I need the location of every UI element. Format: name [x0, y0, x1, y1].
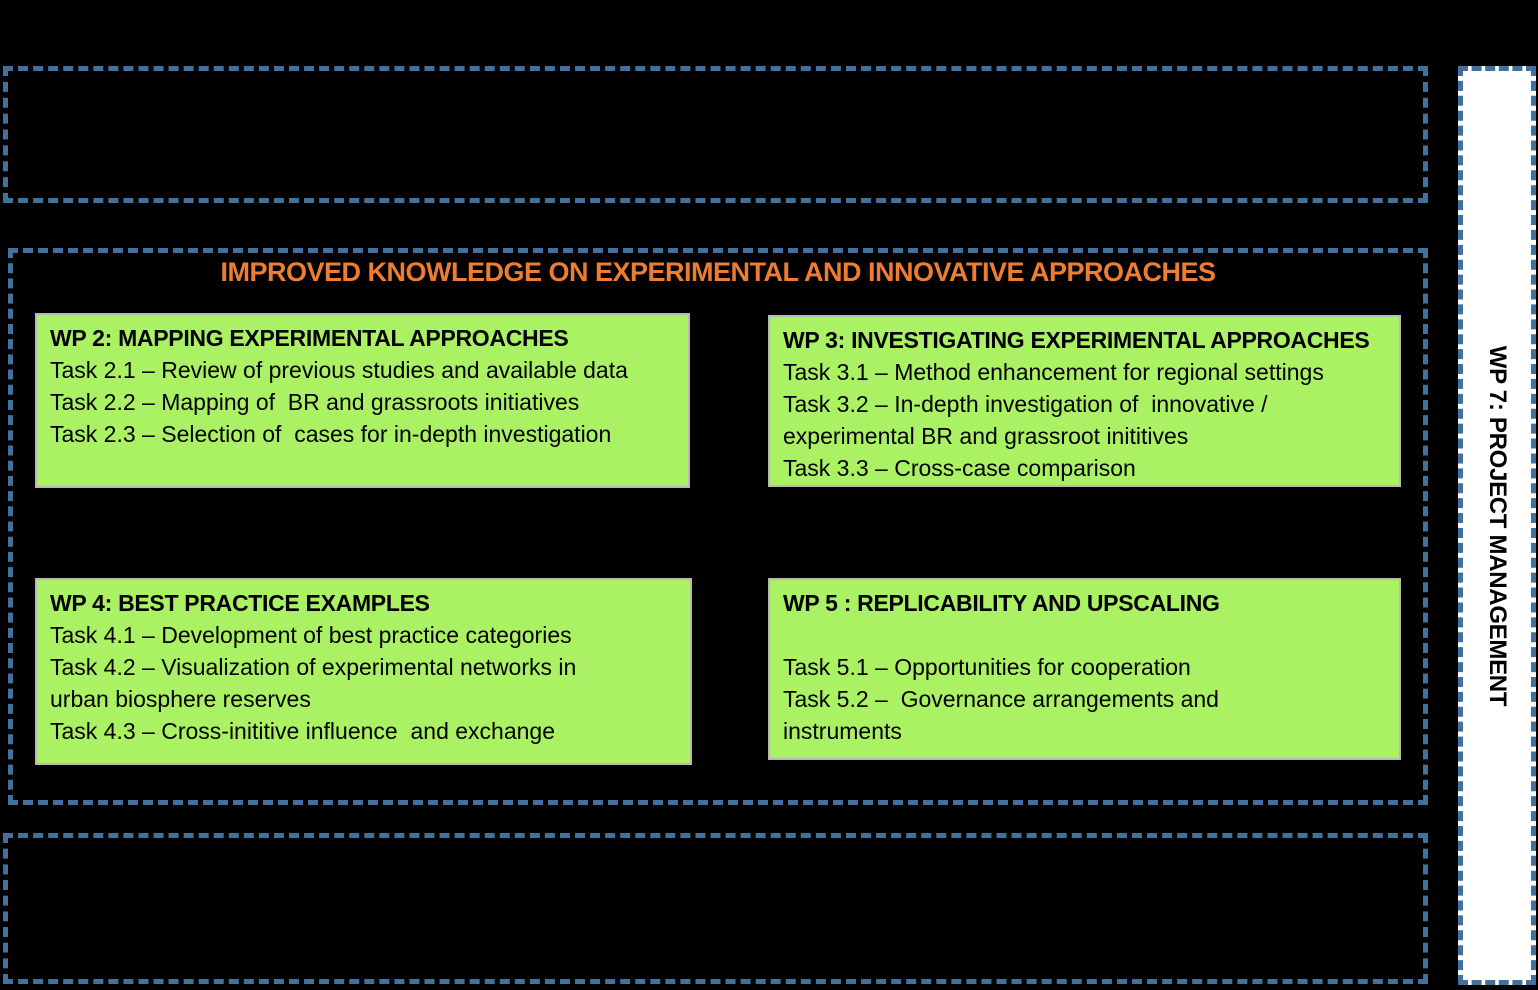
top-band-box: [3, 66, 1428, 203]
section-title: IMPROVED KNOWLEDGE ON EXPERIMENTAL AND I…: [220, 257, 1216, 287]
wp3-task-2: Task 3.2 – In-depth investigation of inn…: [783, 391, 1268, 449]
wp5-task-2: Task 5.2 – Governance arrangements and i…: [783, 686, 1219, 744]
wp4-task-3: Task 4.3 – Cross-inititive influence and…: [50, 718, 556, 744]
wp3-title: WP 3: INVESTIGATING EXPERIMENTAL APPROAC…: [783, 327, 1370, 353]
wp7-sidebar-label: WP 7: PROJECT MANAGEMENT: [1484, 345, 1511, 706]
wp2-task-2: Task 2.2 – Mapping of BR and grassroots …: [50, 389, 580, 415]
wp2-box: WP 2: MAPPING EXPERIMENTAL APPROACHES Ta…: [35, 313, 690, 488]
wp5-title: WP 5 : REPLICABILITY AND UPSCALING: [783, 590, 1220, 616]
wp4-task-1: Task 4.1 – Development of best practice …: [50, 622, 572, 648]
wp2-task-1: Task 2.1 – Review of previous studies an…: [50, 357, 628, 383]
wp4-task-2: Task 4.2 – Visualization of experimental…: [50, 654, 577, 712]
wp5-spacer: [783, 619, 1387, 651]
wp7-sidebar: WP 7: PROJECT MANAGEMENT: [1458, 66, 1536, 985]
wp5-task-1: Task 5.1 – Opportunities for cooperation: [783, 654, 1191, 680]
wp3-box: WP 3: INVESTIGATING EXPERIMENTAL APPROAC…: [768, 315, 1401, 487]
wp3-task-3: Task 3.3 – Cross-case comparison: [783, 455, 1136, 481]
bottom-band-box: [3, 833, 1428, 984]
wp2-task-3: Task 2.3 – Selection of cases for in-dep…: [50, 421, 612, 447]
wp4-box: WP 4: BEST PRACTICE EXAMPLES Task 4.1 – …: [35, 578, 692, 765]
knowledge-section-box: IMPROVED KNOWLEDGE ON EXPERIMENTAL AND I…: [8, 248, 1428, 805]
wp5-box: WP 5 : REPLICABILITY AND UPSCALING Task …: [768, 578, 1401, 760]
wp4-title: WP 4: BEST PRACTICE EXAMPLES: [50, 590, 430, 616]
wp2-title: WP 2: MAPPING EXPERIMENTAL APPROACHES: [50, 325, 569, 351]
wp3-task-1: Task 3.1 – Method enhancement for region…: [783, 359, 1324, 385]
